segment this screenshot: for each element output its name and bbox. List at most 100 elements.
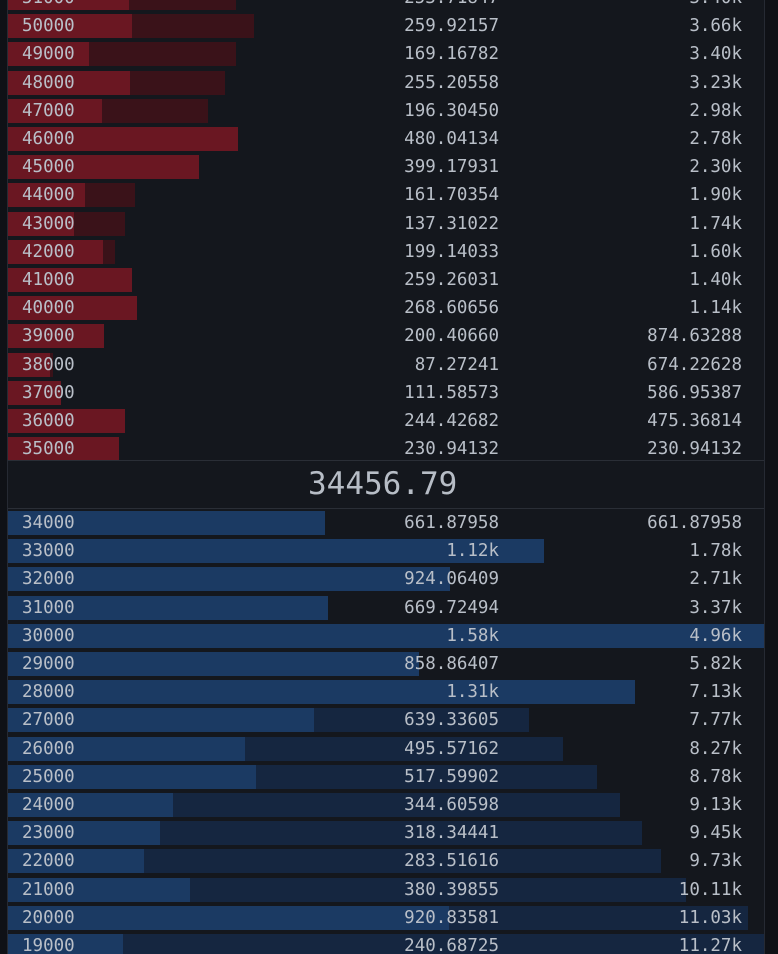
price-cell: 33000	[22, 541, 75, 562]
total-cell: 1.78k	[689, 541, 742, 562]
size-bar	[8, 652, 419, 676]
ask-row[interactable]: 40000 268.60656 1.14k	[8, 295, 764, 321]
size-cell: 1.12k	[446, 541, 499, 562]
price-cell: 29000	[22, 654, 75, 674]
size-bar	[8, 14, 132, 39]
order-book: 51000 253.71847 3.40k 50000 259.92157 3.66k 49…	[7, 0, 765, 954]
price-cell: 38000	[22, 354, 75, 375]
bid-row[interactable]: 32000 924.06409 2.71k	[8, 566, 764, 592]
bid-row[interactable]: 34000 661.87958 661.87958	[8, 510, 764, 536]
ask-row[interactable]: 50000 259.92157 3.66k	[8, 13, 764, 39]
size-cell: 161.70354	[404, 185, 499, 206]
bid-row[interactable]: 23000 318.34441 9.45k	[8, 820, 764, 846]
size-cell: 253.71847	[404, 0, 499, 11]
ask-row[interactable]: 44000 161.70354 1.90k	[8, 182, 764, 208]
size-bar	[8, 623, 764, 648]
size-cell: 858.86407	[404, 654, 499, 674]
size-bar	[8, 437, 119, 462]
bid-row[interactable]: 24000 344.60598 9.13k	[8, 792, 764, 818]
bid-row[interactable]: 19000 240.68725 11.27k	[8, 933, 764, 954]
price-cell: 28000	[22, 682, 75, 703]
price-cell: 50000	[22, 16, 75, 37]
ask-row[interactable]: 47000 196.30450 2.98k	[8, 98, 764, 124]
size-bar	[8, 793, 173, 817]
price-cell: 42000	[22, 241, 75, 262]
size-bar	[8, 296, 137, 321]
size-cell: 283.51616	[404, 851, 499, 872]
bid-row[interactable]: 25000 517.59902 8.78k	[8, 764, 764, 790]
size-cell: 196.30450	[404, 100, 499, 121]
total-cell: 7.77k	[689, 710, 742, 731]
ask-row[interactable]: 51000 253.71847 3.40k	[8, 0, 764, 11]
total-cell: 2.78k	[689, 129, 742, 149]
price-cell: 19000	[22, 936, 75, 954]
price-cell: 43000	[22, 213, 75, 234]
size-cell: 200.40660	[404, 326, 499, 347]
ask-row[interactable]: 37000 111.58573 586.95387	[8, 380, 764, 406]
total-cell: 3.37k	[689, 597, 742, 618]
total-cell: 3.23k	[689, 72, 742, 93]
size-cell: 240.68725	[404, 936, 499, 954]
bid-row[interactable]: 33000 1.12k 1.78k	[8, 538, 764, 564]
bid-row[interactable]: 29000 858.86407 5.82k	[8, 651, 764, 677]
size-cell: 137.31022	[404, 213, 499, 234]
size-bar	[8, 324, 104, 349]
price-cell: 31000	[22, 597, 75, 618]
ask-row[interactable]: 41000 259.26031 1.40k	[8, 267, 764, 293]
total-cell: 1.74k	[689, 213, 742, 234]
bid-row[interactable]: 27000 639.33605 7.77k	[8, 707, 764, 733]
size-bar	[8, 877, 190, 902]
size-cell: 1.31k	[446, 682, 499, 703]
size-bar	[8, 595, 328, 620]
bid-row[interactable]: 31000 669.72494 3.37k	[8, 595, 764, 621]
size-bar	[8, 0, 129, 10]
total-cell: 7.13k	[689, 682, 742, 703]
ask-row[interactable]: 46000 480.04134 2.78k	[8, 126, 764, 152]
price-cell: 37000	[22, 382, 75, 403]
ask-row[interactable]: 38000 87.27241 674.22628	[8, 352, 764, 378]
total-cell: 10.11k	[678, 879, 742, 900]
total-cell: 2.71k	[689, 569, 742, 590]
bid-row[interactable]: 20000 920.83581 11.03k	[8, 905, 764, 931]
total-cell: 4.96k	[689, 625, 742, 646]
size-cell: 230.94132	[404, 439, 499, 460]
size-cell: 399.17931	[404, 157, 499, 178]
bid-row[interactable]: 21000 380.39855 10.11k	[8, 877, 764, 903]
size-cell: 495.57162	[404, 738, 499, 759]
price-cell: 30000	[22, 625, 75, 646]
size-bar	[8, 736, 245, 761]
total-cell: 9.13k	[689, 795, 742, 815]
size-cell: 87.27241	[414, 354, 499, 375]
ask-row[interactable]: 48000 255.20558 3.23k	[8, 70, 764, 96]
price-cell: 35000	[22, 439, 75, 460]
price-cell: 48000	[22, 72, 75, 93]
total-cell: 1.90k	[689, 185, 742, 206]
bid-row[interactable]: 30000 1.58k 4.96k	[8, 623, 764, 649]
ask-row[interactable]: 43000 137.31022 1.74k	[8, 211, 764, 237]
size-bar	[8, 708, 314, 733]
price-cell: 25000	[22, 766, 75, 787]
price-cell: 26000	[22, 738, 75, 759]
ask-row[interactable]: 35000 230.94132 230.94132	[8, 436, 764, 462]
total-cell: 9.73k	[689, 851, 742, 872]
ask-row[interactable]: 45000 399.17931 2.30k	[8, 154, 764, 180]
bid-row[interactable]: 28000 1.31k 7.13k	[8, 679, 764, 705]
total-cell: 2.30k	[689, 157, 742, 178]
total-cell: 1.14k	[689, 298, 742, 319]
size-cell: 639.33605	[404, 710, 499, 731]
bid-row[interactable]: 26000 495.57162 8.27k	[8, 736, 764, 762]
ask-row[interactable]: 42000 199.14033 1.60k	[8, 239, 764, 265]
ask-row[interactable]: 39000 200.40660 874.63288	[8, 323, 764, 349]
size-cell: 255.20558	[404, 72, 499, 93]
size-cell: 1.58k	[446, 625, 499, 646]
price-cell: 47000	[22, 100, 75, 121]
bid-row[interactable]: 22000 283.51616 9.73k	[8, 848, 764, 874]
size-cell: 480.04134	[404, 129, 499, 149]
price-cell: 34000	[22, 513, 75, 533]
ask-row[interactable]: 36000 244.42682 475.36814	[8, 408, 764, 434]
ask-row[interactable]: 49000 169.16782 3.40k	[8, 41, 764, 67]
size-bar	[8, 268, 132, 292]
total-cell: 5.82k	[689, 654, 742, 674]
total-cell: 3.66k	[689, 16, 742, 37]
price-cell: 45000	[22, 157, 75, 178]
